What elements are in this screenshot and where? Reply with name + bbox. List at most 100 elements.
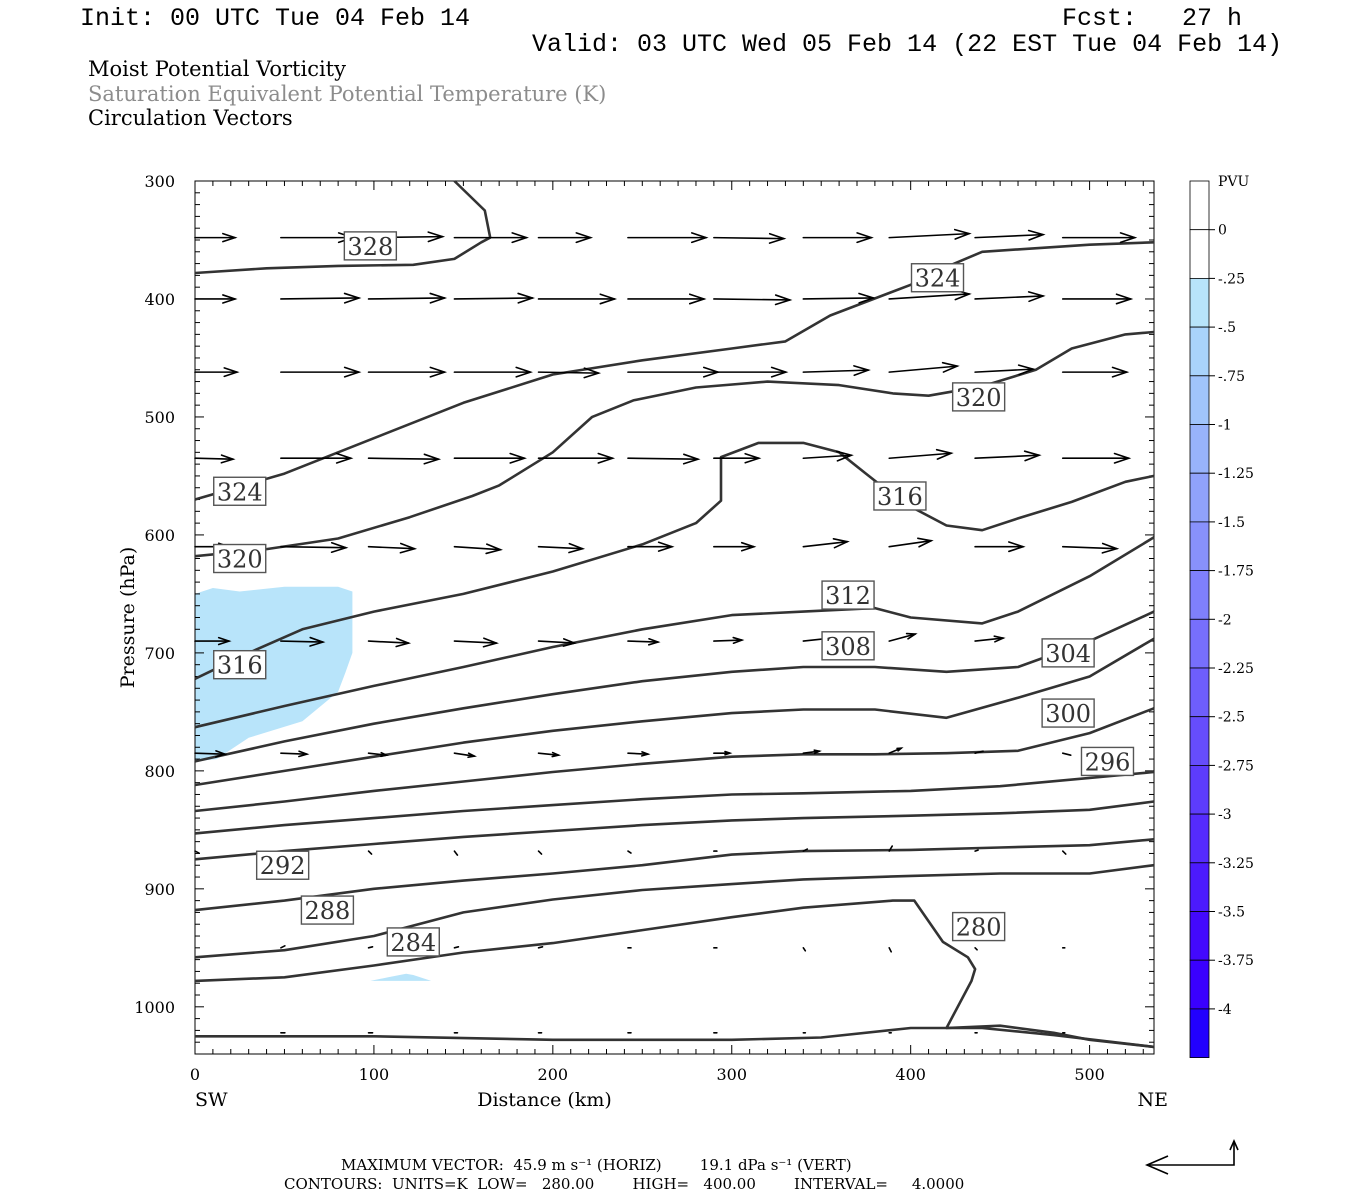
contour-label-box xyxy=(255,850,310,880)
circulation-vector xyxy=(280,366,362,378)
vector-head xyxy=(896,747,904,752)
contour-label-292: 292 xyxy=(255,850,310,880)
circulation-vector xyxy=(627,453,701,465)
vector-head xyxy=(856,232,874,244)
vector-head xyxy=(682,453,701,465)
circulation-vector xyxy=(194,294,238,304)
contour-label-box xyxy=(1080,746,1135,777)
y-axis-title: Pressure (hPa) xyxy=(117,547,139,689)
vector-head xyxy=(399,542,418,554)
contour-label-304: 304 xyxy=(1041,638,1095,668)
contour-276 xyxy=(195,1026,1155,1049)
reference-vector-head-left xyxy=(1144,1155,1169,1175)
circulation-vector xyxy=(627,293,707,305)
contour-label-320: 320 xyxy=(951,382,1006,412)
vector-shaft xyxy=(453,752,476,757)
vector-head xyxy=(509,452,527,464)
contour-label-text: 316 xyxy=(217,652,263,680)
circulation-vector xyxy=(974,450,1042,462)
vector-head xyxy=(1027,291,1046,303)
circulation-vector xyxy=(453,452,527,464)
colorbar-label: -2 xyxy=(1218,612,1232,628)
vector-head xyxy=(858,292,876,304)
contour-label-box xyxy=(1041,698,1095,728)
circulation-vector xyxy=(888,361,960,373)
colorbar-cell xyxy=(1189,521,1210,572)
circulation-vector xyxy=(280,636,326,647)
x-tick-label: 300 xyxy=(716,1065,747,1084)
vector-head xyxy=(1111,366,1130,378)
vector-shaft xyxy=(367,640,410,644)
x-end-label-left: SW xyxy=(195,1089,228,1111)
colorbar-label: -1.25 xyxy=(1218,466,1254,482)
vector-head xyxy=(993,635,1006,643)
vector-shaft xyxy=(537,371,600,374)
colorbar-cell xyxy=(1189,813,1210,864)
vector-head xyxy=(395,637,412,648)
contour-324 xyxy=(194,241,1155,501)
colorbar-cell xyxy=(1189,959,1210,1010)
vector-head xyxy=(298,750,310,758)
vector-head xyxy=(467,752,477,759)
vector-head xyxy=(813,749,822,755)
vector-head xyxy=(740,541,757,552)
contour-280 xyxy=(194,899,1155,1049)
reference-vector-line xyxy=(1147,1143,1235,1166)
forecast-hour: Fcst: 27 h xyxy=(1062,4,1243,33)
circulation-vector xyxy=(713,541,757,552)
contour-label-box xyxy=(213,649,267,680)
vector-shaft xyxy=(802,369,870,373)
contour-label-324: 324 xyxy=(213,476,267,506)
vector-head xyxy=(941,361,960,373)
circulation-vector xyxy=(367,542,418,554)
circulation-vector xyxy=(194,367,240,378)
circulation-vector xyxy=(802,232,874,244)
circulation-vector xyxy=(1061,366,1130,378)
vector-head xyxy=(380,751,390,758)
contour-label-box xyxy=(213,543,267,574)
vector-head xyxy=(1115,293,1134,305)
contour-316 xyxy=(194,441,1155,680)
contour-label-box xyxy=(300,895,355,925)
title-mpv: Moist Potential Vorticity xyxy=(88,57,346,81)
vector-shaft xyxy=(453,946,460,949)
circulation-vector xyxy=(280,541,349,554)
vector-shaft xyxy=(888,232,971,239)
contour-label-316: 316 xyxy=(873,481,927,511)
vector-shaft xyxy=(627,752,649,755)
vector-shaft xyxy=(367,457,440,461)
y-tick-label: 1000 xyxy=(134,998,175,1017)
vector-head xyxy=(836,450,854,462)
contour-300 xyxy=(194,707,1155,813)
contour-label-text: 300 xyxy=(1045,700,1091,728)
colorbar-cell xyxy=(1189,570,1210,620)
vector-head xyxy=(774,294,793,306)
contour-label-box xyxy=(910,263,965,293)
colorbar-cell xyxy=(1189,277,1210,328)
circulation-vectors xyxy=(194,228,1138,1034)
minor-ticks xyxy=(194,180,1154,1055)
contour-label-text: 324 xyxy=(217,478,263,506)
colorbar-label: -3 xyxy=(1218,807,1232,823)
vector-shaft xyxy=(627,850,632,854)
x-tick-label: 500 xyxy=(1074,1065,1105,1084)
vector-shaft xyxy=(280,640,324,643)
contour-label-box xyxy=(821,580,875,610)
colorbar-label: -2.75 xyxy=(1218,758,1254,774)
vector-shaft xyxy=(453,297,534,300)
contour-label-text: 316 xyxy=(877,483,923,511)
circulation-vector xyxy=(1061,452,1132,464)
x-tick-label: 100 xyxy=(359,1065,390,1084)
circulation-vector xyxy=(453,543,503,555)
circulation-vector xyxy=(453,366,533,378)
contour-label-box xyxy=(951,382,1006,412)
y-tick-label: 500 xyxy=(144,408,175,427)
circulation-vector xyxy=(537,946,544,949)
circulation-vector xyxy=(974,364,1036,376)
vector-head xyxy=(770,366,789,378)
vector-head xyxy=(562,638,578,647)
contour-label-box xyxy=(213,476,267,506)
x-tick-label: 200 xyxy=(538,1065,569,1084)
vector-shaft xyxy=(802,297,875,300)
circulation-vector xyxy=(802,365,871,377)
